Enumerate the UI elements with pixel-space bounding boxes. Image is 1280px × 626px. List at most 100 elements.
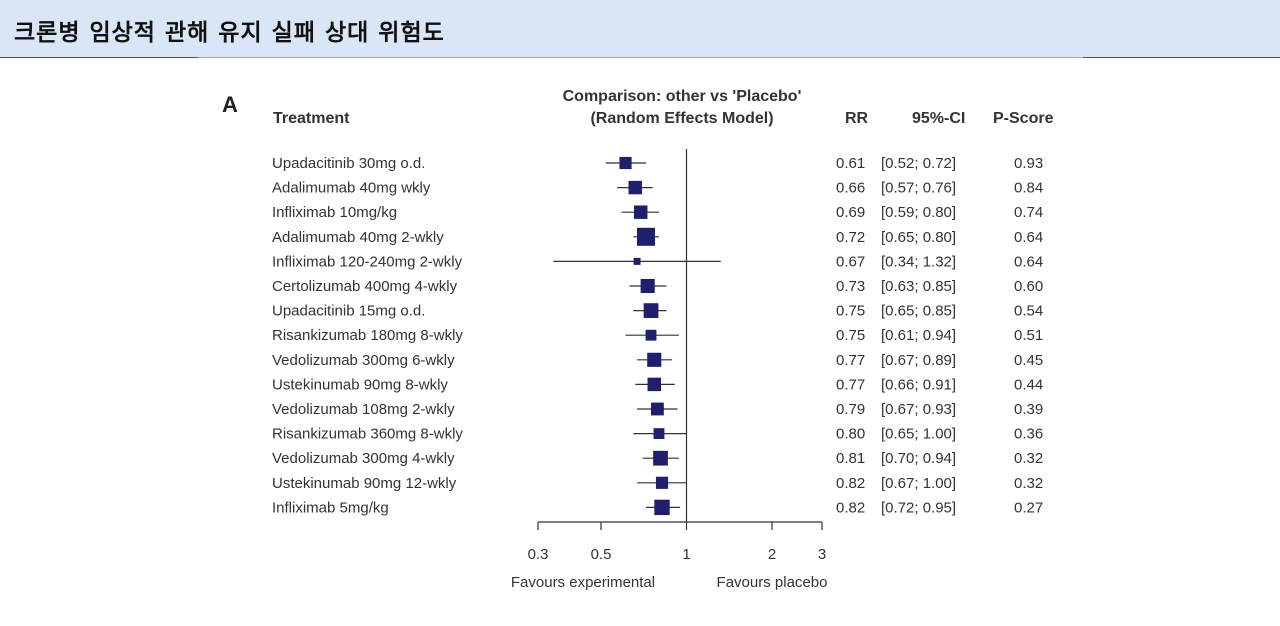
pscore-value: 0.54 <box>1014 303 1043 320</box>
pscore-value: 0.36 <box>1014 426 1043 443</box>
header-rr: RR <box>845 110 869 127</box>
ci-value: [0.65; 0.85] <box>881 303 956 320</box>
rr-marker <box>651 402 664 416</box>
page-title: 크론병 임상적 관해 유지 실패 상대 위험도 <box>14 20 445 46</box>
treatment-label: Upadacitinib 30mg o.d. <box>272 155 425 172</box>
ci-value: [0.57; 0.76] <box>881 180 956 197</box>
ci-value: [0.67; 0.89] <box>881 352 956 369</box>
pscore-value: 0.45 <box>1014 352 1043 369</box>
header-treatment: Treatment <box>273 110 350 127</box>
x-tick-label: 3 <box>818 546 826 563</box>
table-row: Infliximab 10mg/kg 0.69 [0.59; 0.80] 0.74 <box>272 204 1043 221</box>
table-row: Adalimumab 40mg wkly 0.66 [0.57; 0.76] 0.84 <box>272 180 1043 197</box>
divider-left <box>0 57 198 58</box>
rr-value: 0.77 <box>836 376 865 393</box>
rr-value: 0.72 <box>836 229 865 246</box>
x-tick-label: 2 <box>768 546 776 563</box>
table-row: Adalimumab 40mg 2-wkly 0.72 [0.65; 0.80] 0.… <box>272 227 1043 246</box>
rr-value: 0.81 <box>836 450 865 467</box>
treatment-label: Vedolizumab 300mg 6-wkly <box>272 352 455 369</box>
treatment-label: Ustekinumab 90mg 8-wkly <box>272 376 448 393</box>
header-pscore: P-Score <box>993 110 1054 127</box>
ci-value: [0.52; 0.72] <box>881 155 956 172</box>
divider-right <box>1083 57 1280 58</box>
rr-marker <box>643 303 659 318</box>
header-comparison-line2: (Random Effects Model) <box>590 110 773 127</box>
treatment-label: Risankizumab 180mg 8-wkly <box>272 327 463 344</box>
ci-value: [0.59; 0.80] <box>881 204 956 221</box>
rr-marker <box>647 352 662 367</box>
table-row: Ustekinumab 90mg 8-wkly 0.77 [0.66; 0.91] 0… <box>272 376 1043 393</box>
treatment-label: Vedolizumab 300mg 4-wkly <box>272 450 455 467</box>
rr-value: 0.79 <box>836 401 865 418</box>
treatment-label: Vedolizumab 108mg 2-wkly <box>272 401 455 418</box>
rr-marker <box>647 377 661 392</box>
table-row: Upadacitinib 30mg o.d. 0.61 [0.52; 0.72] 0.… <box>272 155 1043 172</box>
rr-marker <box>653 428 665 440</box>
rr-marker <box>634 205 648 219</box>
rr-value: 0.73 <box>836 278 865 295</box>
table-row: Vedolizumab 108mg 2-wkly 0.79 [0.67; 0.93]… <box>272 401 1043 418</box>
title-banner: 크론병 임상적 관해 유지 실패 상대 위험도 <box>0 0 1280 58</box>
ci-value: [0.65; 1.00] <box>881 426 956 443</box>
rr-marker <box>655 476 669 489</box>
rr-value: 0.66 <box>836 180 865 197</box>
table-row: Upadacitinib 15mg o.d. 0.75 [0.65; 0.85] 0.… <box>272 303 1043 320</box>
rr-value: 0.75 <box>836 327 865 344</box>
pscore-value: 0.39 <box>1014 401 1043 418</box>
pscore-value: 0.64 <box>1014 229 1043 246</box>
favours-placebo-label: Favours placebo <box>717 574 828 591</box>
rr-value: 0.61 <box>836 155 865 172</box>
rr-marker <box>619 156 632 170</box>
treatment-label: Ustekinumab 90mg 12-wkly <box>272 475 457 492</box>
header-ci: 95%-CI <box>912 110 965 127</box>
table-row: Vedolizumab 300mg 6-wkly 0.77 [0.67; 0.89]… <box>272 352 1043 369</box>
x-tick-label: 0.5 <box>591 546 612 563</box>
pscore-value: 0.32 <box>1014 450 1043 467</box>
pscore-value: 0.44 <box>1014 376 1043 393</box>
ci-value: [0.70; 0.94] <box>881 450 956 467</box>
pscore-value: 0.64 <box>1014 253 1043 270</box>
rr-value: 0.80 <box>836 426 865 443</box>
table-row: Infliximab 120-240mg 2-wkly 0.67 [0.34; 1.… <box>272 253 1043 270</box>
ci-value: [0.67; 1.00] <box>881 475 956 492</box>
pscore-value: 0.60 <box>1014 278 1043 295</box>
treatment-label: Infliximab 120-240mg 2-wkly <box>272 253 463 270</box>
favours-experimental-label: Favours experimental <box>511 574 655 591</box>
pscore-value: 0.32 <box>1014 475 1043 492</box>
pscore-value: 0.93 <box>1014 155 1043 172</box>
ci-value: [0.72; 0.95] <box>881 499 956 516</box>
rr-marker <box>636 227 655 246</box>
pscore-value: 0.27 <box>1014 499 1043 516</box>
ci-value: [0.65; 0.80] <box>881 229 956 246</box>
x-tick-label: 1 <box>682 546 690 563</box>
treatment-label: Infliximab 5mg/kg <box>272 499 389 516</box>
table-row: Infliximab 5mg/kg 0.82 [0.72; 0.95] 0.27 <box>272 499 1043 516</box>
rr-marker <box>645 329 657 341</box>
ci-value: [0.61; 0.94] <box>881 327 956 344</box>
ci-value: [0.63; 0.85] <box>881 278 956 295</box>
rr-marker <box>653 450 668 466</box>
table-row: Risankizumab 360mg 8-wkly 0.80 [0.65; 1.00… <box>272 426 1043 443</box>
x-tick-label: 0.3 <box>528 546 549 563</box>
ci-value: [0.67; 0.93] <box>881 401 956 418</box>
rr-marker <box>654 499 670 516</box>
treatment-label: Adalimumab 40mg wkly <box>272 180 431 197</box>
rr-value: 0.82 <box>836 475 865 492</box>
rr-marker <box>633 257 641 265</box>
ci-value: [0.34; 1.32] <box>881 253 956 270</box>
rr-marker <box>640 278 655 294</box>
treatment-label: Risankizumab 360mg 8-wkly <box>272 426 463 443</box>
table-row: Vedolizumab 300mg 4-wkly 0.81 [0.70; 0.94]… <box>272 450 1043 467</box>
table-row: Certolizumab 400mg 4-wkly 0.73 [0.63; 0.85… <box>272 278 1043 295</box>
treatment-label: Adalimumab 40mg 2-wkly <box>272 229 444 246</box>
rr-value: 0.75 <box>836 303 865 320</box>
rr-value: 0.69 <box>836 204 865 221</box>
treatment-label: Infliximab 10mg/kg <box>272 204 397 221</box>
rr-value: 0.77 <box>836 352 865 369</box>
rr-value: 0.82 <box>836 499 865 516</box>
rr-marker <box>628 180 642 195</box>
treatment-label: Upadacitinib 15mg o.d. <box>272 303 425 320</box>
table-row: Risankizumab 180mg 8-wkly 0.75 [0.61; 0.94… <box>272 327 1043 344</box>
